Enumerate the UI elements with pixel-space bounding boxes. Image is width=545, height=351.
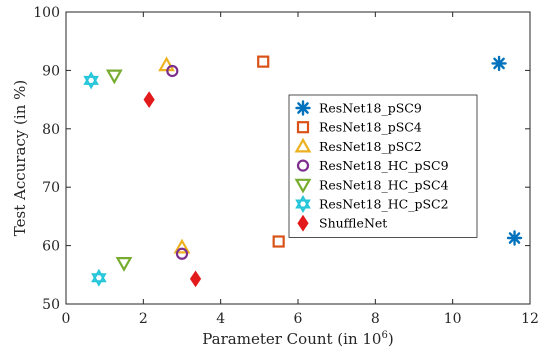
x-axis-label-exponent: 6 — [381, 330, 387, 341]
legend-marker-5 — [295, 194, 311, 214]
data-point-3-0 — [166, 64, 179, 78]
plot-area: 0 2 4 6 8 10 125060708090100ResNet18_pSC9ResNe… — [33, 5, 539, 327]
data-point-6-0 — [143, 91, 155, 109]
x-tick-label: 6 — [294, 311, 303, 327]
legend-marker-6 — [297, 214, 309, 232]
data-point-0-0 — [491, 55, 507, 72]
data-point-4-0 — [105, 69, 123, 85]
legend-label: ResNet18_HC_pSC2 — [319, 197, 449, 212]
y-tick-label: 60 — [42, 239, 60, 255]
data-point-6-1 — [189, 270, 202, 288]
legend-label: ResNet18_HC_pSC4 — [319, 177, 449, 192]
y-axis-label: Test Accuracy (in %) — [11, 80, 29, 236]
y-tick-label: 70 — [42, 180, 60, 196]
legend-box — [288, 94, 478, 238]
y-tick-label: 90 — [42, 63, 60, 79]
legend-label: ResNet18_pSC9 — [319, 101, 422, 116]
data-point-4-1 — [115, 257, 133, 272]
y-tick-label: 80 — [42, 122, 60, 138]
data-point-3-1 — [175, 247, 189, 260]
legend-label: ResNet18_HC_pSC9 — [319, 158, 449, 173]
x-tick-label: 0 — [62, 311, 71, 327]
legend-marker-3 — [296, 159, 310, 172]
x-tick-label: 10 — [444, 311, 462, 327]
legend-marker-4 — [294, 178, 312, 194]
data-point-2-1 — [173, 238, 191, 254]
data-point-5-0 — [83, 71, 99, 90]
x-tick-label: 2 — [139, 311, 148, 327]
x-tick-label: 12 — [521, 311, 539, 327]
data-point-1-1 — [272, 235, 285, 248]
legend: ResNet18_pSC9 ResNet18_pSC4 ResNet18_pSC2 R… — [288, 94, 478, 238]
x-tick-label: 8 — [371, 311, 380, 327]
legend-label: ShuffleNet — [319, 216, 387, 231]
legend-label: ResNet18_pSC4 — [319, 120, 422, 135]
data-point-0-1 — [506, 230, 523, 246]
legend-marker-2 — [294, 137, 312, 153]
data-point-5-1 — [91, 268, 107, 287]
x-tick-label: 4 — [216, 311, 225, 327]
y-tick-label: 50 — [42, 297, 60, 313]
legend-label: ResNet18_pSC2 — [319, 139, 422, 154]
y-tick-label: 100 — [33, 5, 60, 21]
legend-marker-1 — [296, 121, 310, 134]
x-axis-label: Parameter Count (in 106) — [202, 330, 393, 348]
legend-marker-0 — [295, 100, 311, 116]
data-point-1-0 — [257, 55, 270, 68]
